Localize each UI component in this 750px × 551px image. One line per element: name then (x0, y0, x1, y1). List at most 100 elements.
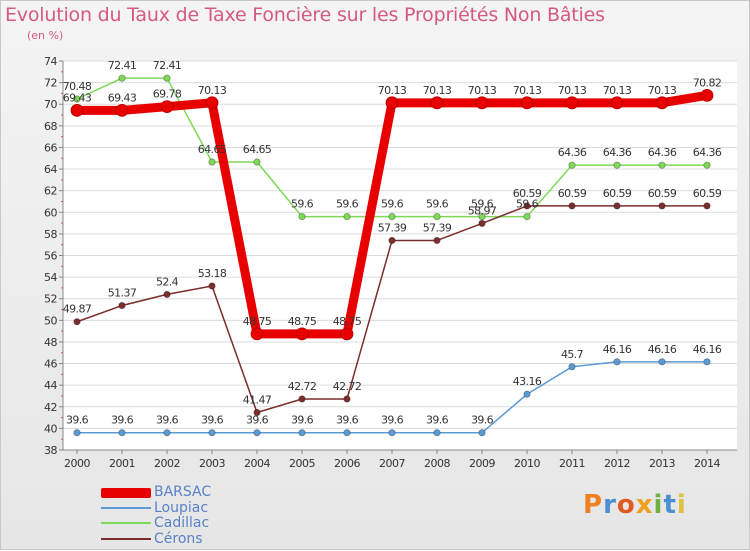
data-label-cadillac: 64.36 (693, 146, 722, 159)
data-label-cadillac: 59.6 (291, 198, 314, 211)
data-label-barsac: 48.75 (333, 315, 362, 328)
x-tick-label: 2000 (64, 457, 90, 470)
data-point-barsac (160, 100, 174, 113)
data-label-barsac: 70.13 (513, 84, 542, 97)
data-label-cerons: 53.18 (198, 267, 227, 280)
data-label-barsac: 69.78 (153, 88, 182, 101)
data-point-cadillac (703, 161, 711, 169)
x-tick-label: 2012 (604, 457, 630, 470)
logo-letter: i (653, 490, 664, 520)
logo-letter: r (603, 490, 617, 520)
y-tick-label: 74 (44, 55, 57, 68)
data-label-cerons: 60.59 (513, 187, 542, 200)
legend-label: Cadillac (154, 515, 210, 531)
data-point-loupiac (343, 429, 351, 437)
data-label-loupiac: 39.6 (336, 414, 359, 427)
data-point-cerons (298, 395, 306, 403)
y-tick-label: 38 (44, 444, 57, 457)
data-point-loupiac (298, 429, 306, 437)
data-point-cadillac (478, 213, 486, 221)
data-point-barsac (430, 96, 444, 110)
data-point-cerons (343, 395, 351, 403)
proxiti-logo: Proxiti (583, 490, 687, 520)
data-point-cerons (73, 318, 81, 326)
data-point-loupiac (118, 429, 126, 437)
y-tick-label: 56 (44, 250, 57, 263)
y-tick-label: 48 (44, 336, 57, 349)
x-tick-label: 2011 (559, 457, 585, 470)
data-label-loupiac: 39.6 (291, 414, 314, 427)
data-point-loupiac (388, 429, 396, 437)
data-point-barsac (250, 327, 264, 341)
x-tick-label: 2007 (379, 457, 405, 470)
data-point-cerons (703, 202, 711, 210)
data-point-cerons (208, 282, 216, 290)
data-point-cerons (118, 301, 126, 310)
y-tick-label: 70 (44, 98, 57, 111)
data-point-cerons (163, 290, 171, 298)
data-point-cadillac (343, 213, 351, 221)
data-label-loupiac: 46.16 (693, 343, 722, 356)
data-point-loupiac (208, 429, 216, 437)
x-tick-label: 2010 (514, 457, 540, 470)
data-point-barsac (520, 96, 534, 110)
y-tick-label: 64 (44, 163, 57, 176)
y-tick-label: 62 (44, 185, 57, 198)
data-point-cerons (388, 236, 396, 245)
y-tick-label: 44 (44, 379, 57, 392)
data-point-cerons (433, 236, 441, 245)
data-point-cerons (658, 202, 666, 210)
data-point-cerons (568, 202, 576, 210)
data-point-barsac (70, 103, 84, 117)
data-point-cadillac (118, 74, 126, 82)
x-tick-label: 2014 (694, 457, 720, 470)
y-tick-label: 60 (44, 206, 57, 219)
legend-label: Loupiac (154, 499, 209, 516)
logo-letter: i (676, 490, 687, 520)
data-point-cadillac (523, 213, 531, 221)
data-point-cadillac (298, 213, 306, 221)
data-point-loupiac (433, 429, 441, 437)
legend-swatch-barsac (101, 488, 151, 498)
data-label-barsac: 70.13 (423, 84, 452, 97)
x-tick-label: 2002 (154, 457, 180, 470)
y-tick-label: 68 (44, 120, 57, 133)
data-point-barsac (385, 96, 399, 110)
y-tick-label: 72 (44, 77, 57, 90)
data-label-cerons: 51.37 (108, 287, 137, 300)
data-label-cerons: 60.59 (558, 187, 587, 200)
x-tick-label: 2008 (424, 457, 450, 470)
logo-letter: P (583, 490, 604, 520)
y-tick-label: 50 (44, 314, 57, 327)
data-label-cadillac: 59.6 (426, 198, 449, 211)
data-label-barsac: 70.13 (468, 84, 497, 97)
data-point-cadillac (658, 161, 666, 169)
data-point-cadillac (568, 161, 576, 169)
data-point-cerons (613, 202, 621, 210)
data-label-cadillac: 64.65 (198, 143, 227, 156)
y-tick-label: 46 (44, 358, 57, 371)
data-label-cadillac: 59.6 (381, 198, 404, 211)
data-point-loupiac (658, 358, 666, 366)
y-tick-label: 42 (44, 401, 57, 414)
data-label-cadillac: 59.6 (471, 198, 494, 211)
data-point-barsac (700, 88, 714, 102)
data-point-cadillac (73, 95, 81, 103)
data-label-cerons: 52.4 (156, 275, 179, 288)
data-point-loupiac (478, 429, 486, 437)
x-tick-label: 2009 (469, 457, 495, 470)
data-label-cerons: 42.72 (333, 380, 362, 393)
data-point-cadillac (613, 161, 621, 169)
x-tick-label: 2013 (649, 457, 675, 470)
data-label-barsac: 69.43 (108, 91, 137, 104)
legend-swatch-cadillac (101, 522, 151, 524)
data-label-cerons: 41.47 (243, 394, 272, 407)
x-tick-label: 2005 (289, 457, 315, 470)
x-tick-label: 2006 (334, 457, 360, 470)
y-tick-label: 58 (44, 228, 57, 241)
data-point-loupiac (73, 429, 81, 437)
data-point-loupiac (568, 363, 576, 371)
y-tick-label: 54 (44, 271, 57, 284)
data-point-loupiac (613, 358, 621, 366)
